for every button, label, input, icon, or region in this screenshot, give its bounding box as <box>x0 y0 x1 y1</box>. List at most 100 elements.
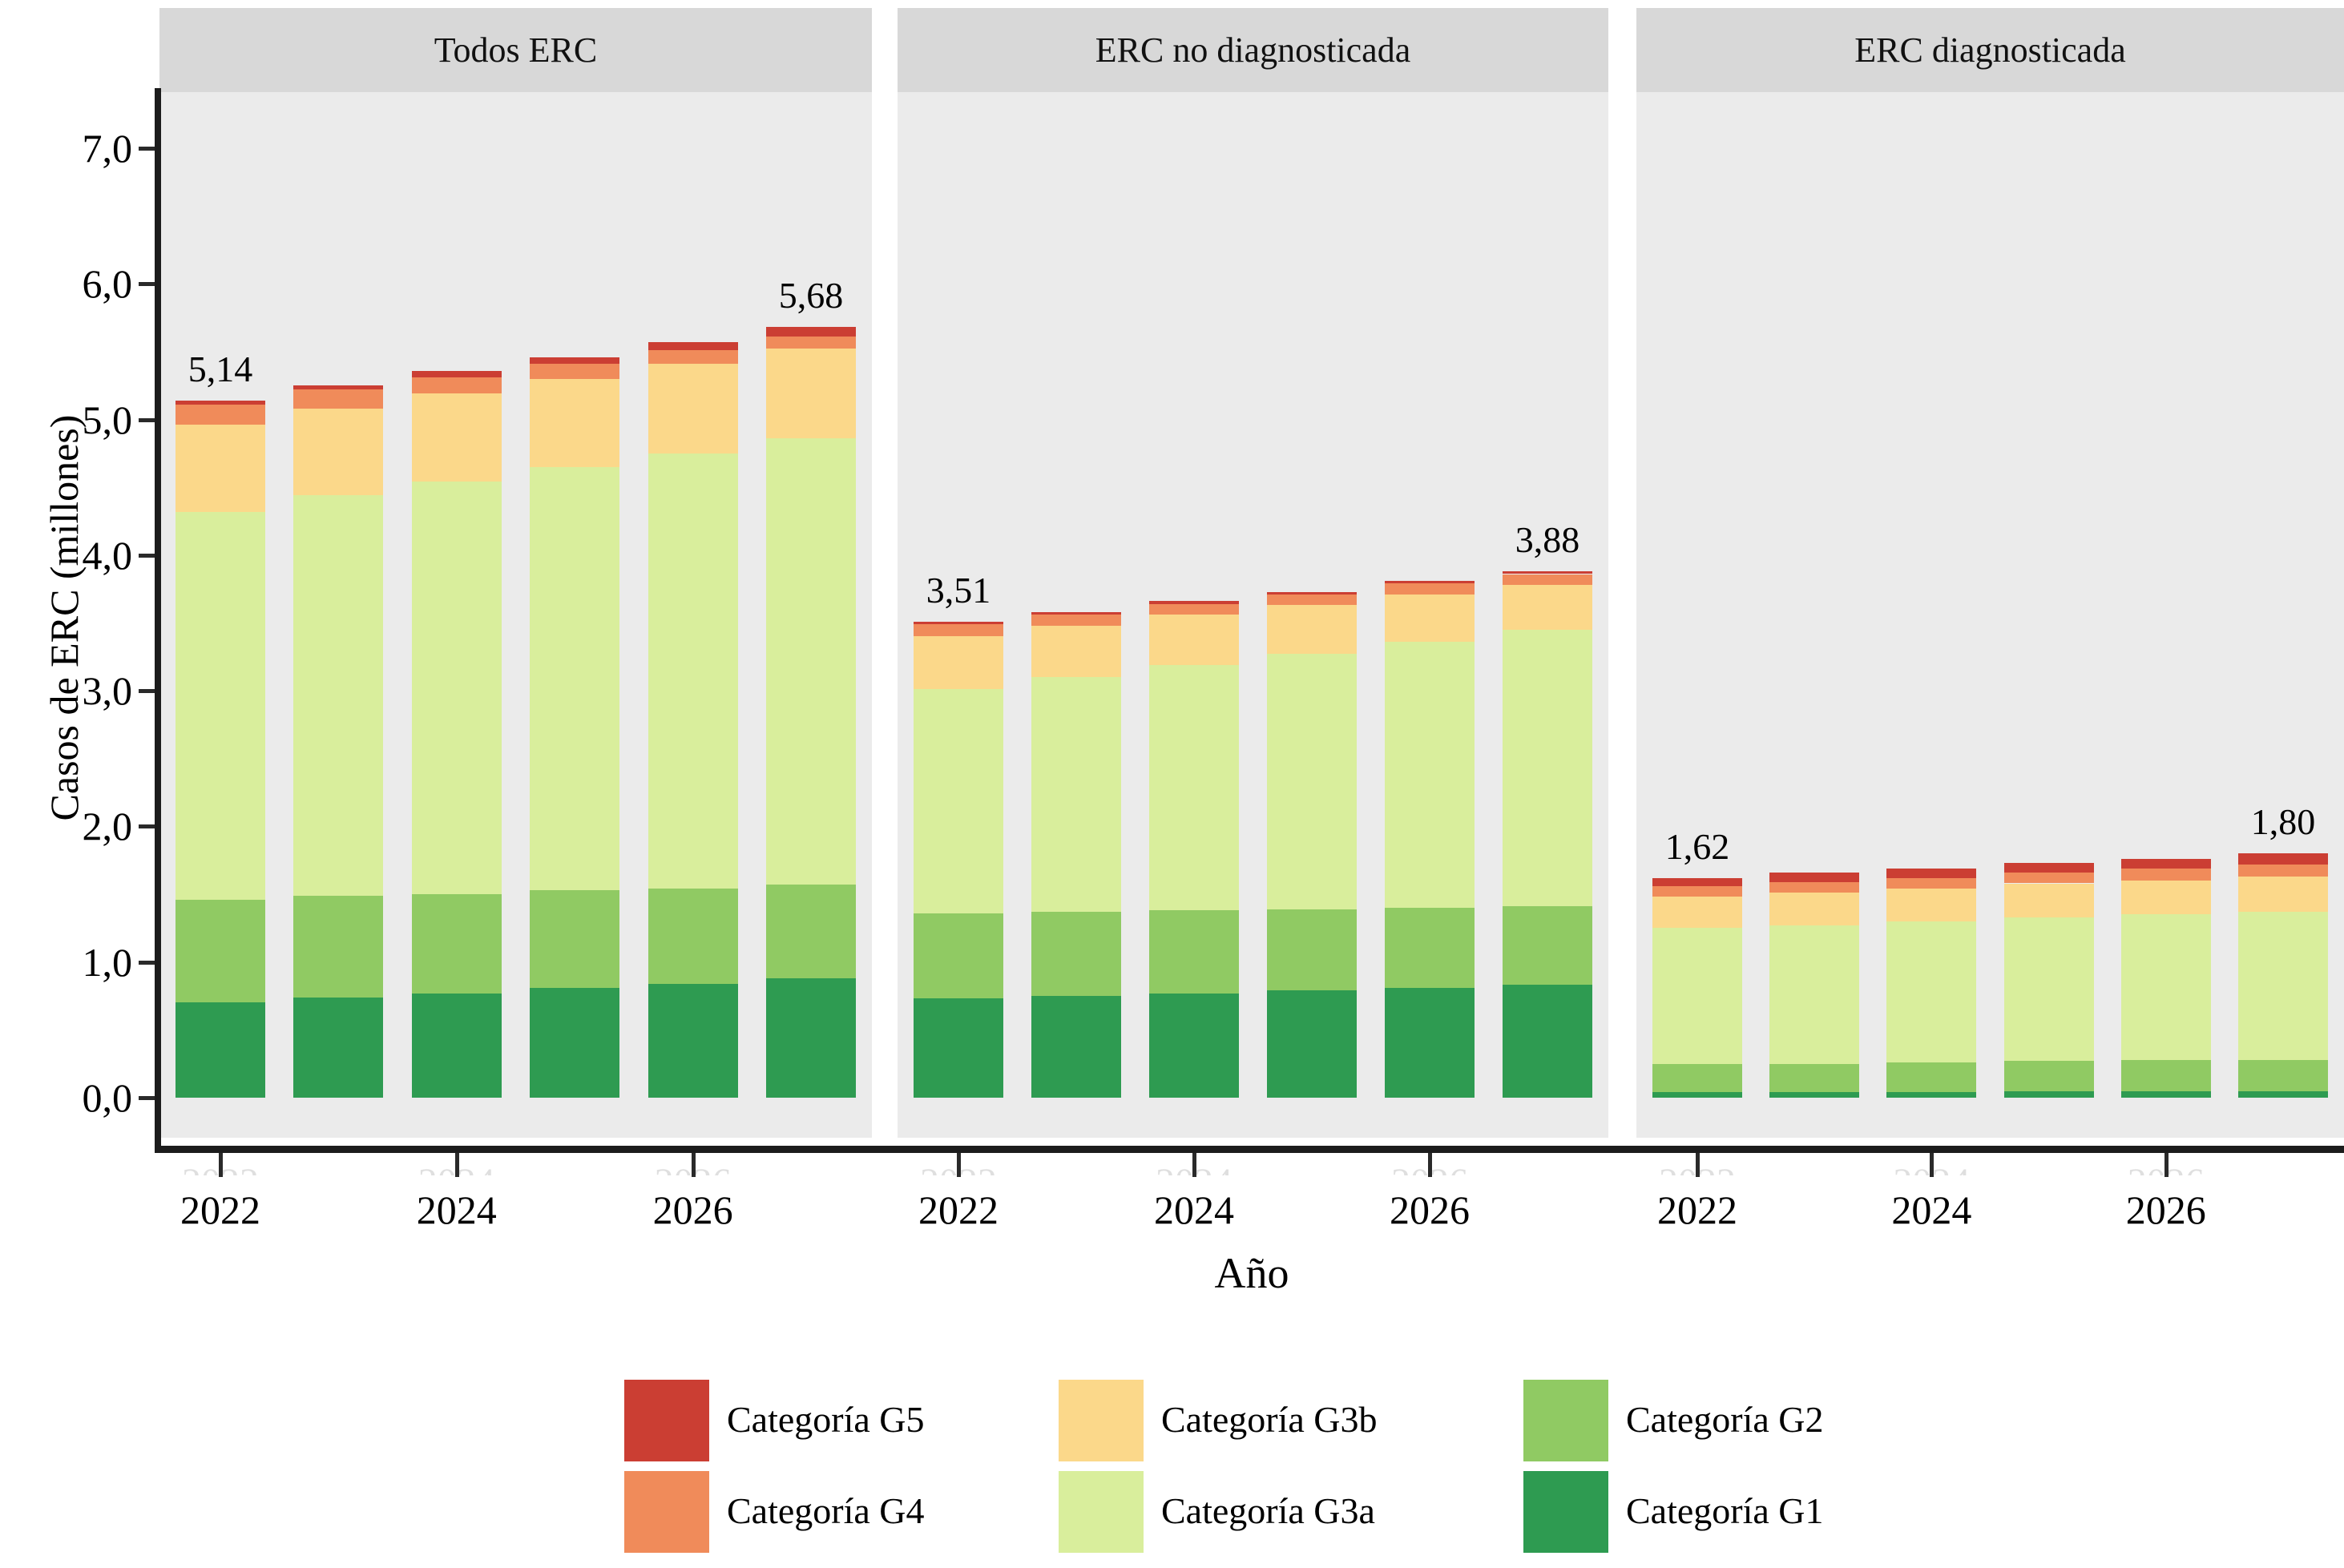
bar-segment-g1 <box>293 997 384 1098</box>
bar-segment-g1 <box>1385 987 1475 1098</box>
y-axis-tick <box>139 553 157 558</box>
y-tick-label: 7,0 <box>82 125 133 171</box>
bar-segment-g4 <box>1031 615 1121 626</box>
bar-segment-g4 <box>1652 885 1742 897</box>
bar-segment-g3a <box>411 482 502 895</box>
bar-segment-g5 <box>1769 872 1860 882</box>
x-axis-tick <box>1696 1153 1700 1177</box>
y-tick-label: 6,0 <box>82 261 133 307</box>
bar-segment-g4 <box>2003 872 2094 884</box>
bar-segment-g4 <box>766 337 856 349</box>
bar-segment-g4 <box>1769 881 1860 893</box>
panel-header: Todos ERC <box>159 8 872 92</box>
panel-title: ERC no diagnosticada <box>1095 30 1411 70</box>
legend-label-g4: Categoría G4 <box>727 1490 925 1531</box>
x-tick-label: 2024 <box>1891 1187 1972 1232</box>
legend-swatch-g2 <box>1523 1380 1608 1461</box>
legend-label-g2: Categoría G2 <box>1626 1399 1824 1440</box>
x-tick-label: 2024 <box>416 1187 497 1232</box>
bar-segment-g3b <box>914 636 1003 690</box>
bar-segment-g3a <box>293 495 384 896</box>
x-axis-tick <box>1930 1153 1935 1177</box>
bar-segment-g3a <box>1385 642 1475 908</box>
x-tick-label: 2024 <box>1154 1187 1234 1232</box>
panel-header: ERC diagnosticada <box>1636 8 2344 92</box>
bar-segment-g3b <box>766 349 856 439</box>
bar-segment-g1 <box>1886 1092 1977 1098</box>
bar-total-annotation: 1,80 <box>2250 801 2316 843</box>
bar-segment-g1 <box>1652 1092 1742 1098</box>
bar-segment-g1 <box>648 983 738 1098</box>
bar-segment-g3b <box>293 408 384 496</box>
bar-segment-g4 <box>1886 877 1977 889</box>
bar-segment-g1 <box>1267 990 1357 1098</box>
x-axis-tick <box>219 1153 223 1177</box>
legend-label-g3a: Categoría G3a <box>1161 1490 1375 1531</box>
bar-total-annotation: 3,51 <box>926 569 991 611</box>
legend-swatch-g5 <box>624 1380 709 1461</box>
erased-label-artifact: 2022 <box>1609 1163 1785 1175</box>
bar-segment-g5 <box>293 385 384 390</box>
x-tick-label: 2026 <box>2125 1187 2206 1232</box>
bar-segment-g3a <box>1503 629 1592 907</box>
bar-segment-g2 <box>914 913 1003 999</box>
y-axis-tick <box>139 689 157 694</box>
bar-segment-g3a <box>175 511 265 900</box>
bar-total-annotation: 3,88 <box>1515 519 1580 561</box>
bar-segment-g1 <box>530 987 620 1098</box>
x-tick-label: 2026 <box>652 1187 733 1232</box>
panel-title: ERC diagnosticada <box>1854 30 2126 70</box>
erased-label-artifact: 2022 <box>132 1163 309 1175</box>
bar-segment-g2 <box>1769 1063 1860 1093</box>
bar-total-annotation: 1,62 <box>1664 825 1730 867</box>
bar-segment-g5 <box>1503 571 1592 574</box>
bar-segment-g5 <box>2120 859 2211 869</box>
bar-segment-g5 <box>766 327 856 337</box>
bar-segment-g3a <box>766 438 856 885</box>
y-tick-label: 5,0 <box>82 397 133 442</box>
bar-segment-g2 <box>1652 1063 1742 1093</box>
bar-segment-g1 <box>766 978 856 1098</box>
bar-segment-g1 <box>2238 1090 2328 1098</box>
bar-segment-g5 <box>2238 853 2328 865</box>
panel-plot-area <box>1636 92 2344 1138</box>
bar-segment-g4 <box>914 624 1003 637</box>
bar-segment-g3a <box>914 689 1003 913</box>
y-axis-tick <box>139 417 157 422</box>
bar-segment-g4 <box>175 404 265 425</box>
bar-segment-g3b <box>1385 594 1475 643</box>
bar-segment-g3b <box>1769 893 1860 925</box>
bar-segment-g3b <box>1149 615 1239 665</box>
bar-segment-g1 <box>2003 1090 2094 1098</box>
bar-segment-g3b <box>1886 889 1977 921</box>
legend-label-g1: Categoría G1 <box>1626 1490 1824 1531</box>
erased-label-artifact: 2026 <box>1341 1163 1518 1175</box>
bar-segment-g3b <box>2003 883 2094 917</box>
y-tick-label: 1,0 <box>82 939 133 985</box>
bar-segment-g5 <box>530 357 620 365</box>
y-tick-label: 2,0 <box>82 804 133 849</box>
x-axis-tick <box>691 1153 696 1177</box>
bar-segment-g2 <box>411 894 502 994</box>
x-tick-label: 2022 <box>918 1187 999 1232</box>
bar-segment-g3b <box>1267 605 1357 655</box>
bar-segment-g1 <box>914 998 1003 1098</box>
panel-plot-area <box>898 92 1608 1138</box>
bar-segment-g2 <box>1385 907 1475 988</box>
bar-segment-g2 <box>530 889 620 988</box>
bar-segment-g3b <box>648 364 738 453</box>
bar-segment-g1 <box>175 1002 265 1098</box>
bar-segment-g3b <box>1031 625 1121 678</box>
x-tick-label: 2022 <box>1657 1187 1737 1232</box>
bar-segment-g1 <box>1769 1092 1860 1098</box>
bar-segment-g5 <box>1149 601 1239 604</box>
bar-segment-g5 <box>1031 611 1121 615</box>
bar-segment-g2 <box>1267 909 1357 991</box>
bar-segment-g3a <box>1031 677 1121 913</box>
panel-header: ERC no diagnosticada <box>898 8 1608 92</box>
bar-segment-g3a <box>1652 928 1742 1064</box>
legend-swatch-g3a <box>1059 1471 1144 1553</box>
bar-segment-g1 <box>2120 1090 2211 1098</box>
erased-label-artifact: 2024 <box>1106 1163 1282 1175</box>
bar-segment-g2 <box>1149 910 1239 994</box>
